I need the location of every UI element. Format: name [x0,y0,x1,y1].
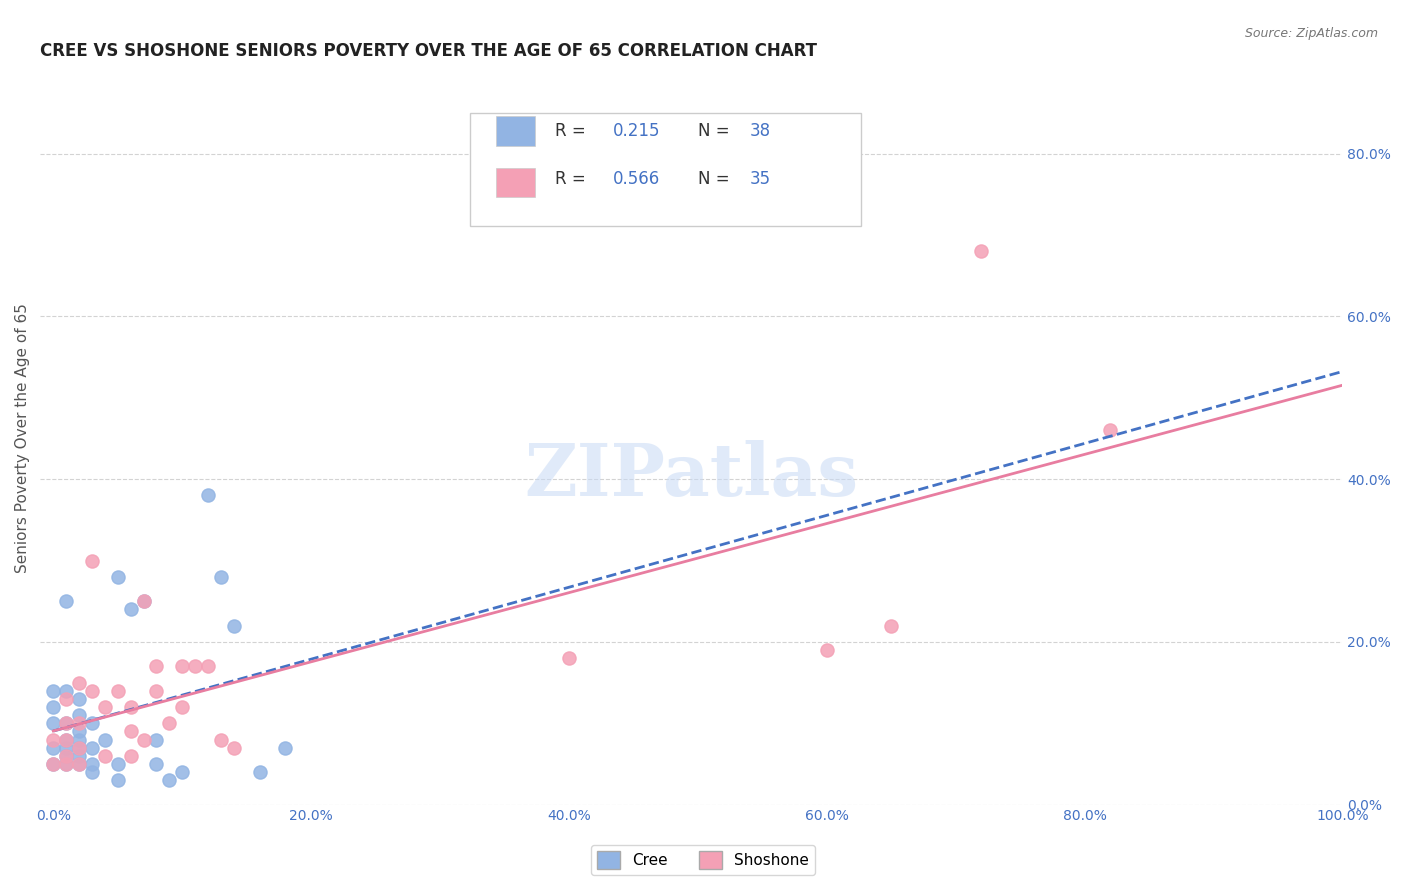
Text: CREE VS SHOSHONE SENIORS POVERTY OVER THE AGE OF 65 CORRELATION CHART: CREE VS SHOSHONE SENIORS POVERTY OVER TH… [41,42,817,60]
Point [42,756,65,771]
Point [67,756,90,771]
Point [120,602,142,616]
Point [222,618,245,632]
Point [172,659,194,673]
Point [197,488,219,502]
Point [132,732,155,747]
Point [558,651,581,665]
Point [80,740,103,755]
Point [67,708,90,723]
Point [880,618,903,632]
Point [80,716,103,731]
Point [55,732,77,747]
Point [42,732,65,747]
Point [209,732,232,747]
FancyBboxPatch shape [496,168,536,197]
Text: R =: R = [554,169,585,187]
Text: 0.566: 0.566 [613,169,661,187]
Point [107,773,129,788]
FancyBboxPatch shape [496,116,536,145]
Point [55,740,77,755]
Point [172,700,194,714]
Point [80,683,103,698]
Point [67,748,90,763]
Point [80,553,103,567]
Point [55,748,77,763]
Point [42,700,65,714]
Point [1099,423,1122,437]
Point [42,756,65,771]
Point [120,700,142,714]
Text: Source: ZipAtlas.com: Source: ZipAtlas.com [1244,27,1378,40]
Point [197,659,219,673]
Text: 0.215: 0.215 [613,122,661,140]
Point [80,765,103,780]
Point [107,683,129,698]
Point [67,740,90,755]
Text: N =: N = [697,169,730,187]
Point [55,683,77,698]
Point [42,683,65,698]
Point [55,756,77,771]
Point [55,732,77,747]
Point [67,691,90,706]
Point [145,683,167,698]
Point [67,756,90,771]
Point [157,773,180,788]
Point [107,756,129,771]
Point [145,659,167,673]
Text: R =: R = [554,122,585,140]
Point [67,732,90,747]
Point [42,716,65,731]
Point [145,756,167,771]
Text: 38: 38 [749,122,770,140]
Point [94,748,117,763]
Point [120,724,142,739]
Text: 35: 35 [749,169,770,187]
Point [209,570,232,584]
Text: N =: N = [697,122,730,140]
Point [184,659,207,673]
Text: ZIPatlas: ZIPatlas [524,440,859,510]
Point [55,594,77,608]
Point [42,740,65,755]
Point [132,594,155,608]
Point [55,716,77,731]
Point [55,748,77,763]
Point [67,724,90,739]
Point [67,675,90,690]
Point [55,691,77,706]
Point [970,244,993,259]
Point [55,716,77,731]
Point [132,594,155,608]
Point [120,748,142,763]
Point [274,740,297,755]
Point [55,756,77,771]
Point [67,716,90,731]
Point [249,765,271,780]
Y-axis label: Seniors Poverty Over the Age of 65: Seniors Poverty Over the Age of 65 [15,303,30,574]
Point [145,732,167,747]
Point [222,740,245,755]
Point [815,643,838,657]
Point [67,740,90,755]
Point [107,570,129,584]
Point [80,756,103,771]
Point [157,716,180,731]
FancyBboxPatch shape [470,112,860,227]
Point [94,700,117,714]
Point [94,732,117,747]
Legend: Cree, Shoshone: Cree, Shoshone [591,845,815,875]
Point [172,765,194,780]
